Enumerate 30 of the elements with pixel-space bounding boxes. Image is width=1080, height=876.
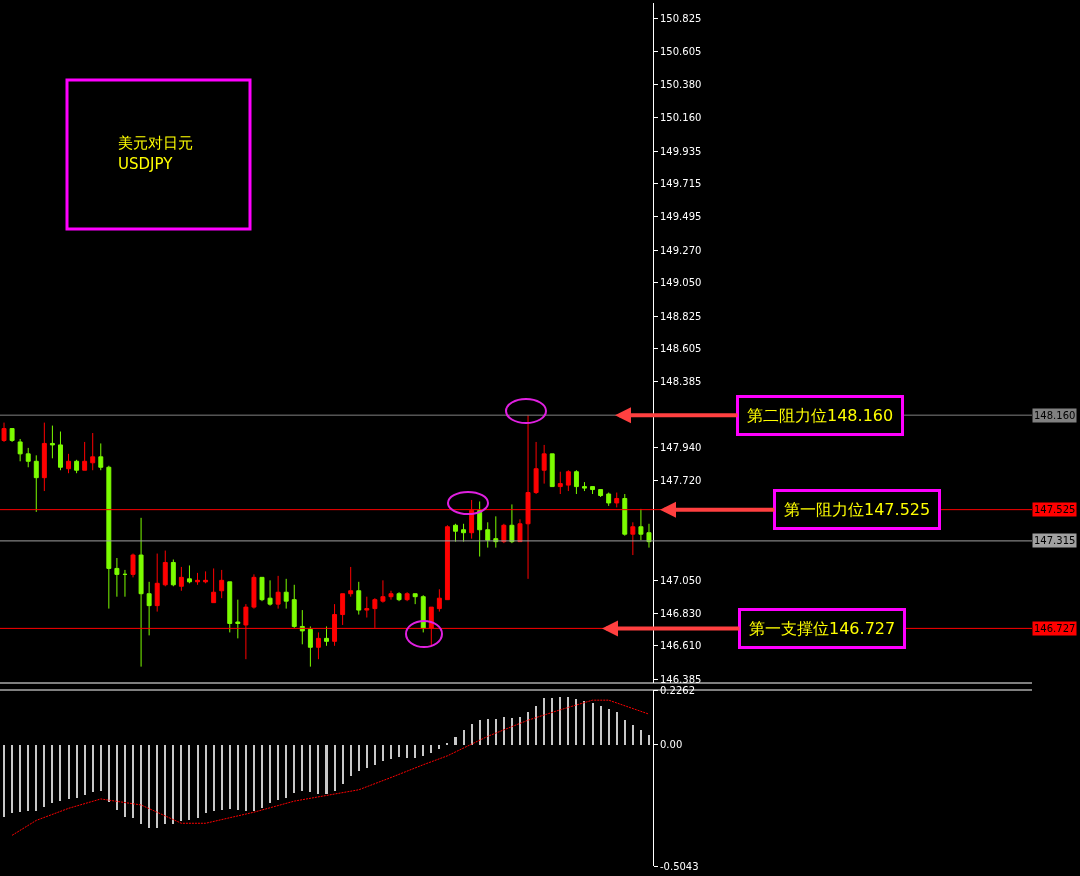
y-tick-label: 149.715 (660, 178, 702, 190)
ref-line-label: 147.525 (1034, 504, 1076, 515)
y-tick-label: 150.380 (660, 79, 702, 91)
annotation: 第一阻力位147.525 (784, 500, 931, 519)
y-tick-label: 147.720 (660, 475, 702, 487)
y-tick-label: 149.935 (660, 145, 702, 157)
ref-line-label: 146.727 (1034, 623, 1076, 634)
y-tick-label: 146.830 (660, 607, 702, 619)
text: USDJPY (118, 155, 174, 173)
y-tick-label: 150.160 (660, 112, 702, 124)
y-tick-label: 148.825 (660, 310, 702, 322)
y-tick-label: 149.495 (660, 211, 702, 223)
y-tick-label: 150.825 (660, 13, 702, 25)
annotation: 第二阻力位148.160 (747, 406, 894, 425)
y-tick-label: 149.050 (660, 277, 702, 289)
y-tick-label: 147.050 (660, 574, 702, 586)
y-tick-label: -0.5043 (660, 860, 699, 872)
y-tick-label: 0.2262 (660, 684, 695, 696)
ref-line-label: 147.315 (1034, 535, 1076, 546)
y-tick-label: 146.610 (660, 640, 702, 652)
ref-line-label: 148.160 (1034, 410, 1076, 421)
y-tick-label: 150.605 (660, 45, 702, 57)
y-tick-label: 148.385 (660, 376, 702, 388)
y-tick-label: 149.270 (660, 244, 702, 256)
text: 美元对日元 (118, 134, 193, 152)
y-tick-label: 0.00 (660, 739, 683, 750)
y-tick-label: 147.940 (660, 442, 702, 454)
y-tick-label: 146.385 (660, 673, 702, 685)
y-tick-label: 148.605 (660, 343, 702, 355)
annotation: 第一支撑位146.727 (749, 619, 896, 638)
